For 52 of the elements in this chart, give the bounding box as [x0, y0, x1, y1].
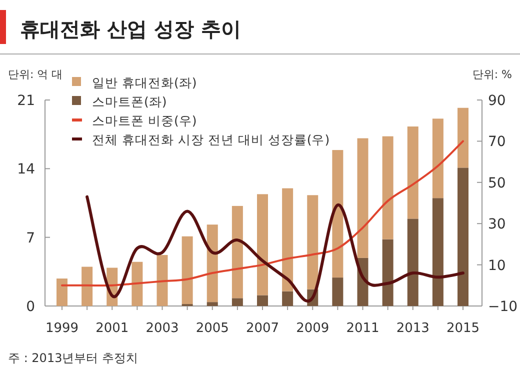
bar [307, 195, 318, 290]
x-tick-label: 1999 [45, 321, 79, 336]
y2-tick-label: 50 [488, 175, 506, 192]
bar [82, 266, 93, 306]
y-tick-label: 14 [17, 162, 36, 178]
bar [257, 194, 268, 296]
bar [282, 188, 294, 292]
x-tick-label: 2007 [246, 321, 280, 336]
y2-tick-label: 10 [488, 258, 506, 274]
bar [232, 298, 243, 306]
y2-tick-label: 70 [488, 134, 506, 150]
bar [382, 239, 394, 306]
y-tick-label: 7 [26, 230, 35, 246]
x-tick-label: 2009 [296, 321, 330, 336]
x-tick-label: 2013 [396, 321, 430, 336]
chart-title: 휴대전화 산업 성장 추이 [20, 17, 241, 41]
bar [458, 168, 468, 306]
y2-tick-label: −10 [488, 299, 518, 315]
bar [382, 136, 394, 240]
bar [357, 138, 368, 258]
text: 주 : 2013년부터 추정치 [8, 351, 138, 365]
bar [332, 150, 344, 278]
y-tick-label: 21 [17, 93, 35, 109]
y2-tick-label: 30 [488, 216, 506, 233]
bar [206, 302, 218, 306]
bar [257, 295, 268, 306]
bar [132, 262, 143, 306]
legend-label: 일반 휴대전화(좌) [92, 75, 197, 90]
bar [407, 126, 418, 219]
y2-tick-label: 90 [488, 93, 506, 109]
bar [232, 206, 243, 298]
y-tick-label: 0 [26, 299, 35, 315]
bar [156, 254, 168, 306]
x-tick-label: 2003 [146, 321, 179, 336]
y-axis-title: 단위: 억 대 [8, 68, 63, 81]
x-tick-label: 2001 [96, 321, 129, 336]
y2-axis-title: 단위: % [472, 68, 512, 81]
bar [407, 218, 418, 306]
x-tick-label: 2015 [446, 321, 480, 336]
x-tick-label: 2005 [196, 321, 229, 336]
legend-label: 스마트폰(좌) [92, 94, 167, 109]
bar [282, 291, 294, 306]
bar [206, 224, 218, 302]
bar [56, 278, 68, 306]
bar [458, 108, 468, 168]
legend-label: 스마트폰 비중(우) [92, 113, 197, 128]
bar [332, 278, 344, 306]
bar [432, 198, 444, 306]
x-tick-label: 2011 [346, 321, 380, 336]
bar [432, 118, 444, 198]
bar [182, 236, 193, 304]
legend-label: 전체 휴대전화 시장 전년 대비 성장률(우) [92, 132, 330, 147]
